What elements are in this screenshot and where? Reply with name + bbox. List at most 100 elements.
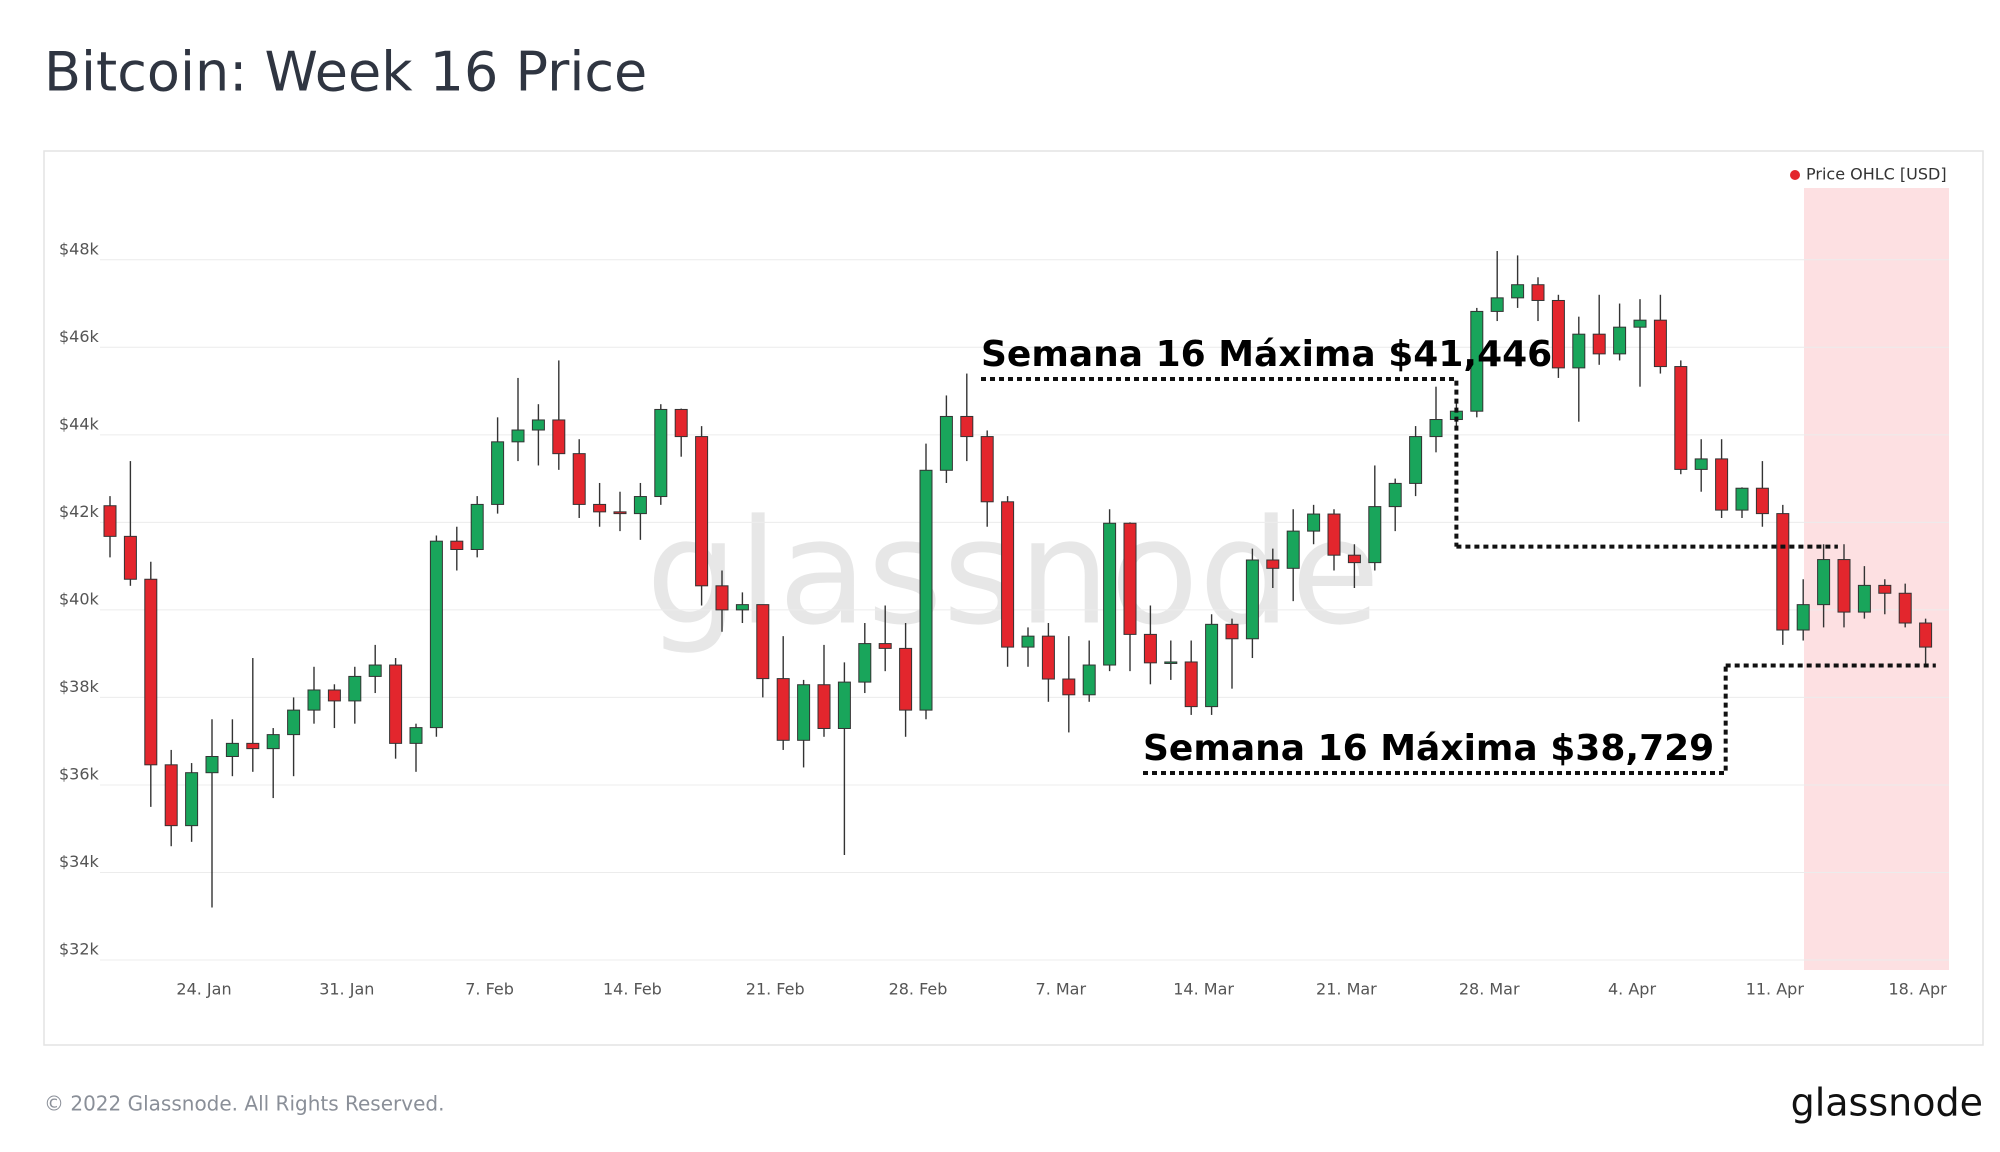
candle-body (1796, 604, 1810, 631)
candle-body (1613, 326, 1627, 355)
candle-body (1429, 419, 1443, 438)
candle-body (1041, 635, 1055, 680)
annotation: Semana 16 Máxima $38,729 (1143, 728, 1714, 769)
candle-body (1735, 487, 1749, 511)
candle-body (470, 503, 484, 550)
candle-body (1082, 664, 1096, 696)
annotation-leader (981, 377, 1459, 547)
candle-body (531, 419, 545, 431)
candle-body (776, 678, 790, 741)
candle-body (1592, 333, 1606, 355)
candle-body (389, 664, 403, 744)
y-tick-label: $38k (59, 677, 100, 696)
candle-body (450, 540, 464, 550)
candle-body (797, 684, 811, 741)
candle-body (735, 604, 749, 611)
candle-body (1878, 584, 1892, 594)
logo: glassnode (1791, 1081, 1983, 1125)
x-tick-label: 31. Jan (319, 980, 374, 999)
candle-body (960, 415, 974, 438)
candle-body (1776, 513, 1790, 631)
candle-body (1164, 661, 1178, 664)
candle-body (1715, 458, 1729, 511)
candle-body (1266, 559, 1280, 569)
candle-body (1755, 487, 1769, 515)
x-tick-label: 7. Feb (465, 980, 514, 999)
candle-body (980, 436, 994, 503)
chart-title: Bitcoin: Week 16 Price (44, 41, 647, 104)
x-tick-label: 18. Apr (1888, 980, 1947, 999)
candle-body (1368, 506, 1382, 564)
candle-body (572, 453, 586, 505)
candle-body (368, 664, 382, 677)
candle-body (1490, 297, 1504, 312)
candle-body (1205, 623, 1219, 708)
candle-body (491, 441, 505, 505)
candle-body (613, 511, 627, 515)
candle-body (878, 643, 892, 649)
candle-body (1307, 513, 1321, 532)
candle-body (327, 689, 341, 702)
candle-body (593, 503, 607, 513)
candle-body (1225, 623, 1239, 640)
candle-body (1470, 310, 1484, 412)
plot-frame (43, 150, 1984, 1046)
x-tick-label: 28. Feb (889, 980, 948, 999)
candle-body (1694, 458, 1708, 470)
candle-body (1143, 633, 1157, 664)
candle-body (1837, 559, 1851, 613)
candle-body (552, 419, 566, 455)
candle-body (1919, 622, 1933, 648)
candle-body (1062, 678, 1076, 696)
y-tick-label: $44k (59, 414, 100, 433)
candle-body (633, 496, 647, 515)
candle-body (1286, 530, 1300, 569)
y-tick-label: $48k (59, 239, 100, 258)
candle-body (1327, 513, 1341, 556)
y-tick-label: $34k (59, 852, 100, 871)
candle-body (695, 436, 709, 587)
candle-body (246, 742, 260, 750)
candle-body (123, 535, 137, 580)
y-tick-label: $46k (59, 327, 100, 346)
x-tick-label: 24. Jan (176, 980, 231, 999)
candle-body (266, 734, 280, 750)
candle-body (1511, 284, 1525, 299)
candle-body (837, 681, 851, 729)
candle-body (1409, 436, 1423, 484)
candle-body (307, 689, 321, 711)
candle-body (205, 755, 219, 774)
y-tick-label: $40k (59, 589, 100, 608)
candle-body (1572, 333, 1586, 369)
candle-body (1388, 482, 1402, 508)
candle-body (1245, 559, 1259, 640)
candle-body (1347, 554, 1361, 564)
candle-body (1674, 366, 1688, 470)
y-tick-label: $42k (59, 502, 100, 521)
x-tick-label: 7. Mar (1036, 980, 1087, 999)
candle-body (287, 709, 301, 736)
candle-body (1531, 284, 1545, 301)
x-tick-label: 11. Apr (1746, 980, 1805, 999)
candle-body (348, 675, 362, 702)
candle-body (1123, 522, 1137, 635)
candle-body (185, 772, 199, 827)
x-tick-label: 21. Feb (746, 980, 805, 999)
candle-body (899, 647, 913, 711)
candle-body (1551, 299, 1565, 369)
annotation: Semana 16 Máxima $41,446 (981, 334, 1552, 375)
candle-body (919, 469, 933, 711)
candle-body (1633, 319, 1647, 328)
x-tick-label: 21. Mar (1316, 980, 1377, 999)
candle-body (674, 408, 688, 438)
candle-body (654, 408, 668, 498)
candle-body (858, 643, 872, 683)
candle-body (409, 727, 423, 744)
x-tick-label: 14. Feb (603, 980, 662, 999)
legend-marker (1790, 170, 1800, 180)
candle-body (225, 742, 239, 757)
candle-body (103, 505, 117, 537)
candle-body (1898, 592, 1912, 624)
candle-body (1817, 559, 1831, 606)
